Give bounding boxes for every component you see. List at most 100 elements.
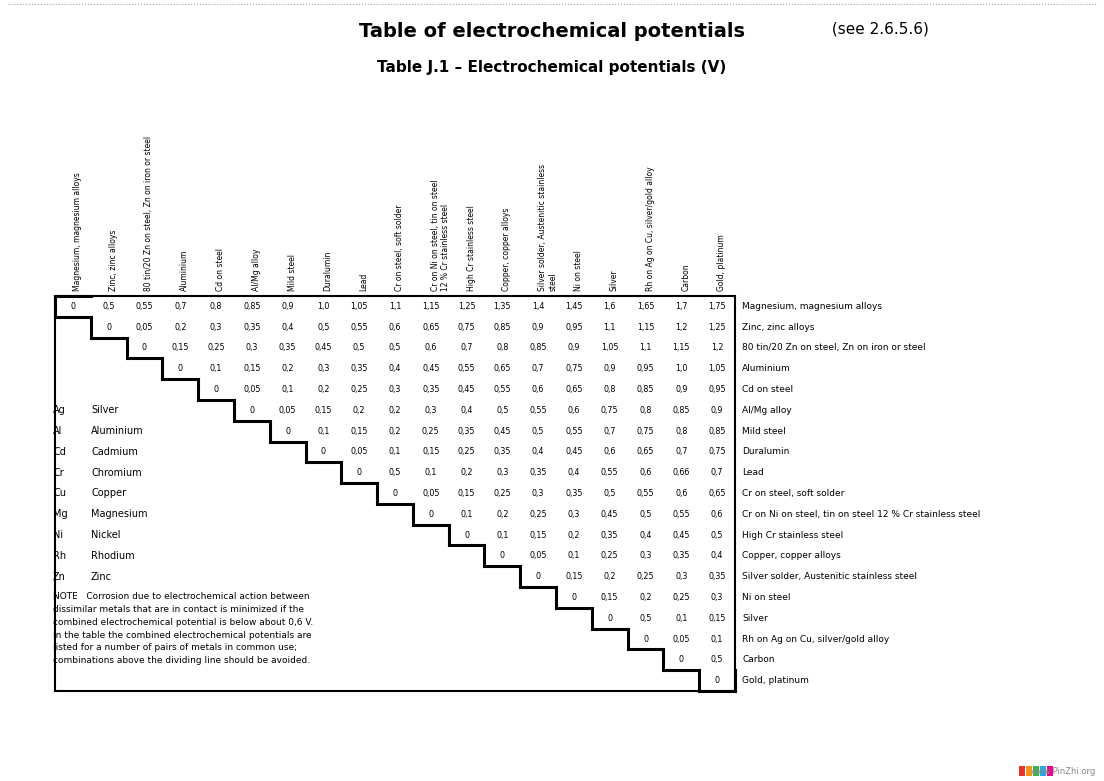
Text: Copper, copper alloys: Copper, copper alloys: [502, 208, 511, 291]
Text: 0,6: 0,6: [711, 510, 723, 519]
Text: 0,45: 0,45: [422, 364, 439, 373]
Text: 0,35: 0,35: [422, 385, 439, 394]
Text: 0,3: 0,3: [567, 510, 580, 519]
Bar: [1019, 766, 1025, 776]
Text: 0: 0: [71, 302, 75, 311]
Text: Lead: Lead: [742, 469, 764, 477]
Text: Gold, platinum: Gold, platinum: [718, 234, 726, 291]
Text: 0,1: 0,1: [425, 469, 437, 477]
Text: 0,9: 0,9: [675, 385, 688, 394]
Text: 0,35: 0,35: [350, 364, 368, 373]
Text: 0,3: 0,3: [246, 344, 258, 352]
Text: 0,55: 0,55: [350, 323, 368, 332]
Text: 0,3: 0,3: [532, 489, 544, 498]
Text: 0,85: 0,85: [709, 426, 725, 436]
Text: 0,25: 0,25: [422, 426, 439, 436]
Text: 0: 0: [142, 344, 147, 352]
Text: Silver solder, Austenitic stainless
steel: Silver solder, Austenitic stainless stee…: [538, 164, 558, 291]
Text: Rh: Rh: [53, 551, 66, 561]
Text: 0,1: 0,1: [676, 614, 688, 622]
Text: 0,4: 0,4: [567, 469, 580, 477]
Text: 0,3: 0,3: [639, 551, 651, 561]
Text: Silver solder, Austenitic stainless steel: Silver solder, Austenitic stainless stee…: [742, 572, 917, 581]
Text: 0,5: 0,5: [317, 323, 330, 332]
Text: 0,15: 0,15: [422, 448, 439, 456]
Text: 0,45: 0,45: [458, 385, 476, 394]
Text: 0,9: 0,9: [282, 302, 294, 311]
Text: Zn: Zn: [53, 572, 66, 582]
Text: 0: 0: [464, 530, 469, 540]
Text: 0,5: 0,5: [496, 406, 509, 415]
Text: 0,5: 0,5: [389, 344, 401, 352]
Text: 0,9: 0,9: [711, 406, 723, 415]
Text: 0,2: 0,2: [496, 510, 509, 519]
Text: Cd: Cd: [53, 447, 66, 457]
Text: 0: 0: [679, 655, 683, 665]
Text: 0,95: 0,95: [637, 364, 655, 373]
Text: Cr on steel, soft solder: Cr on steel, soft solder: [742, 489, 845, 498]
Text: 0,8: 0,8: [210, 302, 222, 311]
Text: 0,2: 0,2: [317, 385, 330, 394]
Text: 0,05: 0,05: [422, 489, 439, 498]
Text: 0,2: 0,2: [639, 593, 651, 602]
Text: 0,05: 0,05: [672, 634, 690, 644]
Text: Silver: Silver: [91, 405, 118, 415]
Text: 0,15: 0,15: [243, 364, 261, 373]
Text: 0,65: 0,65: [637, 448, 655, 456]
Text: 0,25: 0,25: [208, 344, 225, 352]
Text: 0,65: 0,65: [565, 385, 583, 394]
Text: www.PinZhi.org: www.PinZhi.org: [1031, 767, 1096, 776]
Text: 0,3: 0,3: [317, 364, 330, 373]
Text: 0,55: 0,55: [136, 302, 153, 311]
Text: (see 2.6.5.6): (see 2.6.5.6): [827, 22, 928, 37]
Text: 0,5: 0,5: [639, 614, 651, 622]
Text: Cd on steel: Cd on steel: [742, 385, 793, 394]
Text: 0: 0: [321, 448, 326, 456]
Text: 0,1: 0,1: [282, 385, 294, 394]
Text: Rh on Ag on Cu, silver/gold alloy: Rh on Ag on Cu, silver/gold alloy: [742, 634, 889, 644]
Text: Magnesium, magnesium alloys: Magnesium, magnesium alloys: [73, 173, 82, 291]
Text: 0,15: 0,15: [601, 593, 618, 602]
Text: 0,1: 0,1: [460, 510, 473, 519]
Text: 0,85: 0,85: [672, 406, 690, 415]
Text: 0,4: 0,4: [532, 448, 544, 456]
Text: Chromium: Chromium: [91, 468, 141, 478]
Text: 0,85: 0,85: [637, 385, 655, 394]
Text: 0,6: 0,6: [532, 385, 544, 394]
Text: 0,6: 0,6: [425, 344, 437, 352]
Text: 0,15: 0,15: [709, 614, 725, 622]
Text: 0,15: 0,15: [565, 572, 583, 581]
Text: 1,2: 1,2: [675, 323, 688, 332]
Text: Ni on steel: Ni on steel: [574, 250, 583, 291]
Text: Magnesium, magnesium alloys: Magnesium, magnesium alloys: [742, 302, 882, 311]
Bar: [55, 296, 735, 691]
Text: Table of electrochemical potentials: Table of electrochemical potentials: [359, 22, 745, 41]
Text: 0,9: 0,9: [604, 364, 616, 373]
Bar: [1026, 766, 1032, 776]
Text: 0,45: 0,45: [565, 448, 583, 456]
Text: 0,3: 0,3: [496, 469, 509, 477]
Text: 0,75: 0,75: [709, 448, 726, 456]
Text: 0,95: 0,95: [565, 323, 583, 332]
Text: 0: 0: [607, 614, 613, 622]
Text: 1,35: 1,35: [493, 302, 511, 311]
Text: Aluminium: Aluminium: [180, 250, 189, 291]
Text: Al: Al: [53, 426, 62, 436]
Text: 0,3: 0,3: [676, 572, 688, 581]
Text: 0: 0: [213, 385, 219, 394]
Bar: [1040, 766, 1045, 776]
Text: 0,3: 0,3: [389, 385, 401, 394]
Text: 0,05: 0,05: [530, 551, 546, 561]
Text: 0,15: 0,15: [350, 426, 368, 436]
Text: 0,25: 0,25: [350, 385, 368, 394]
Text: 0,7: 0,7: [460, 344, 473, 352]
Text: 0,55: 0,55: [458, 364, 476, 373]
Text: 1,1: 1,1: [639, 344, 651, 352]
Text: 0,05: 0,05: [350, 448, 368, 456]
Text: 0,35: 0,35: [672, 551, 690, 561]
Text: Carbon: Carbon: [681, 263, 690, 291]
Text: 0,2: 0,2: [282, 364, 294, 373]
Text: 0,1: 0,1: [389, 448, 401, 456]
Text: High Cr stainless steel: High Cr stainless steel: [467, 205, 476, 291]
Text: 0,6: 0,6: [389, 323, 401, 332]
